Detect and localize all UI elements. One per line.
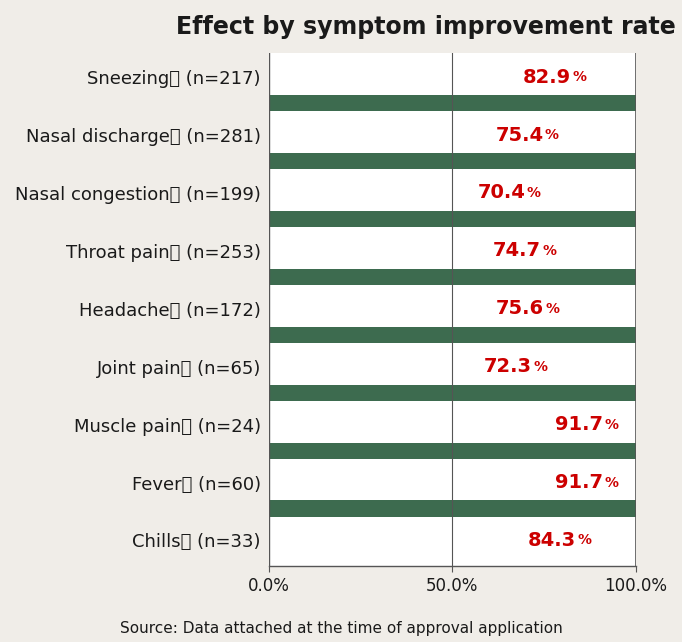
Bar: [269, 385, 636, 401]
Text: %: %: [577, 534, 591, 548]
Text: %: %: [533, 360, 547, 374]
Text: 75.4: 75.4: [495, 126, 544, 144]
Bar: [269, 523, 578, 559]
Bar: [269, 233, 543, 269]
Bar: [269, 442, 636, 459]
Text: 91.7: 91.7: [555, 473, 604, 492]
Bar: [269, 211, 636, 227]
Text: 91.7: 91.7: [555, 415, 604, 434]
Bar: [269, 175, 527, 211]
Text: %: %: [542, 244, 556, 258]
Text: %: %: [604, 476, 619, 489]
Bar: [269, 291, 546, 327]
Text: %: %: [604, 417, 619, 431]
Bar: [269, 406, 605, 442]
Text: Source: Data attached at the time of approval application: Source: Data attached at the time of app…: [119, 621, 563, 636]
Bar: [269, 95, 636, 111]
Text: 74.7: 74.7: [493, 241, 541, 261]
Text: %: %: [527, 186, 540, 200]
Text: 75.6: 75.6: [496, 299, 544, 318]
Bar: [269, 327, 636, 343]
Text: 70.4: 70.4: [477, 184, 525, 202]
Bar: [269, 59, 573, 95]
Bar: [269, 501, 636, 517]
Text: %: %: [546, 302, 559, 316]
Text: 82.9: 82.9: [523, 67, 571, 87]
Text: %: %: [572, 70, 586, 84]
Bar: [269, 117, 546, 153]
Bar: [269, 153, 636, 169]
Bar: [269, 349, 534, 385]
Text: 72.3: 72.3: [484, 357, 532, 376]
Text: %: %: [545, 128, 559, 142]
Bar: [269, 269, 636, 285]
Text: 84.3: 84.3: [528, 531, 576, 550]
Bar: [269, 465, 605, 501]
Title: Effect by symptom improvement rate [%]: Effect by symptom improvement rate [%]: [176, 15, 682, 39]
